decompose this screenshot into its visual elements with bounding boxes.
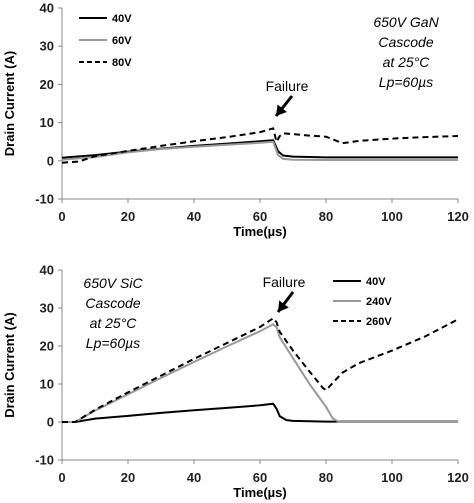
y-tick-label: 40 — [40, 263, 54, 278]
x-tick-label: 100 — [381, 209, 403, 224]
x-tick-label: 120 — [447, 470, 469, 485]
x-tick-label: 20 — [121, 470, 135, 485]
y-tick-label: 20 — [40, 77, 54, 92]
annotation-line: 650V GaN — [373, 14, 439, 30]
x-tick-label: 40 — [187, 209, 201, 224]
series-line-60V — [61, 140, 458, 161]
y-tick-label: 10 — [40, 377, 54, 392]
annotation-line: at 25°C — [90, 315, 138, 331]
y-tick-label: 30 — [40, 301, 54, 316]
chart-panel-2: -10 0 10 20 30 40 0 20 40 60 80 100 120 Time(µs) Drain… — [2, 263, 469, 501]
failure-arrow-head — [276, 104, 287, 116]
series-line-80V — [61, 127, 459, 164]
x-tick-label: 20 — [121, 209, 135, 224]
failure-label: Failure — [266, 78, 309, 94]
legend-label: 240V — [366, 296, 392, 308]
x-tick-label: 120 — [447, 209, 469, 224]
y-tick-label: 20 — [40, 339, 54, 354]
annotation-line: at 25°C — [383, 54, 431, 70]
x-axis-label: Time(µs) — [233, 485, 287, 500]
y-tick-label: 10 — [40, 115, 54, 130]
chart-panel-1: -10 0 10 20 30 40 0 20 40 60 80 100 120 Time(µs) Drain… — [2, 1, 469, 240]
y-tick-label: 40 — [40, 1, 54, 16]
y-tick-label: 0 — [47, 153, 54, 168]
x-tick-label: 80 — [319, 209, 333, 224]
x-tick-label: 80 — [319, 470, 333, 485]
annotation-line: Cascode — [378, 34, 433, 50]
x-axis-label: Time(µs) — [233, 224, 287, 239]
annotation-line: Cascode — [85, 295, 140, 311]
x-tick-label: 60 — [253, 209, 267, 224]
y-axis-label: Drain Current (A) — [2, 51, 17, 156]
failure-label: Failure — [263, 274, 306, 290]
x-tick-label: 100 — [381, 470, 403, 485]
annotation-line: Lp=60µs — [86, 335, 140, 351]
series-line-240V — [62, 323, 458, 423]
y-axis-label: Drain Current (A) — [2, 312, 17, 417]
annotation-line: Lp=60µs — [379, 74, 433, 90]
y-tick-label: -10 — [35, 453, 54, 468]
y-tick-label: 0 — [47, 415, 54, 430]
legend-label: 260V — [366, 316, 392, 328]
y-tick-label: 30 — [40, 39, 54, 54]
x-tick-label: 0 — [58, 470, 65, 485]
series-line-40V — [62, 402, 458, 423]
failure-arrow-head — [278, 300, 289, 312]
annotation-line: 650V SiC — [83, 275, 143, 291]
x-tick-label: 0 — [58, 209, 65, 224]
legend-label: 40V — [366, 276, 386, 288]
legend-label: 80V — [112, 57, 132, 69]
legend-label: 40V — [112, 13, 132, 25]
x-tick-label: 40 — [187, 470, 201, 485]
y-tick-label: -10 — [35, 192, 54, 207]
series-line-260V — [62, 317, 459, 423]
legend-label: 60V — [112, 35, 132, 47]
x-tick-label: 60 — [253, 470, 267, 485]
